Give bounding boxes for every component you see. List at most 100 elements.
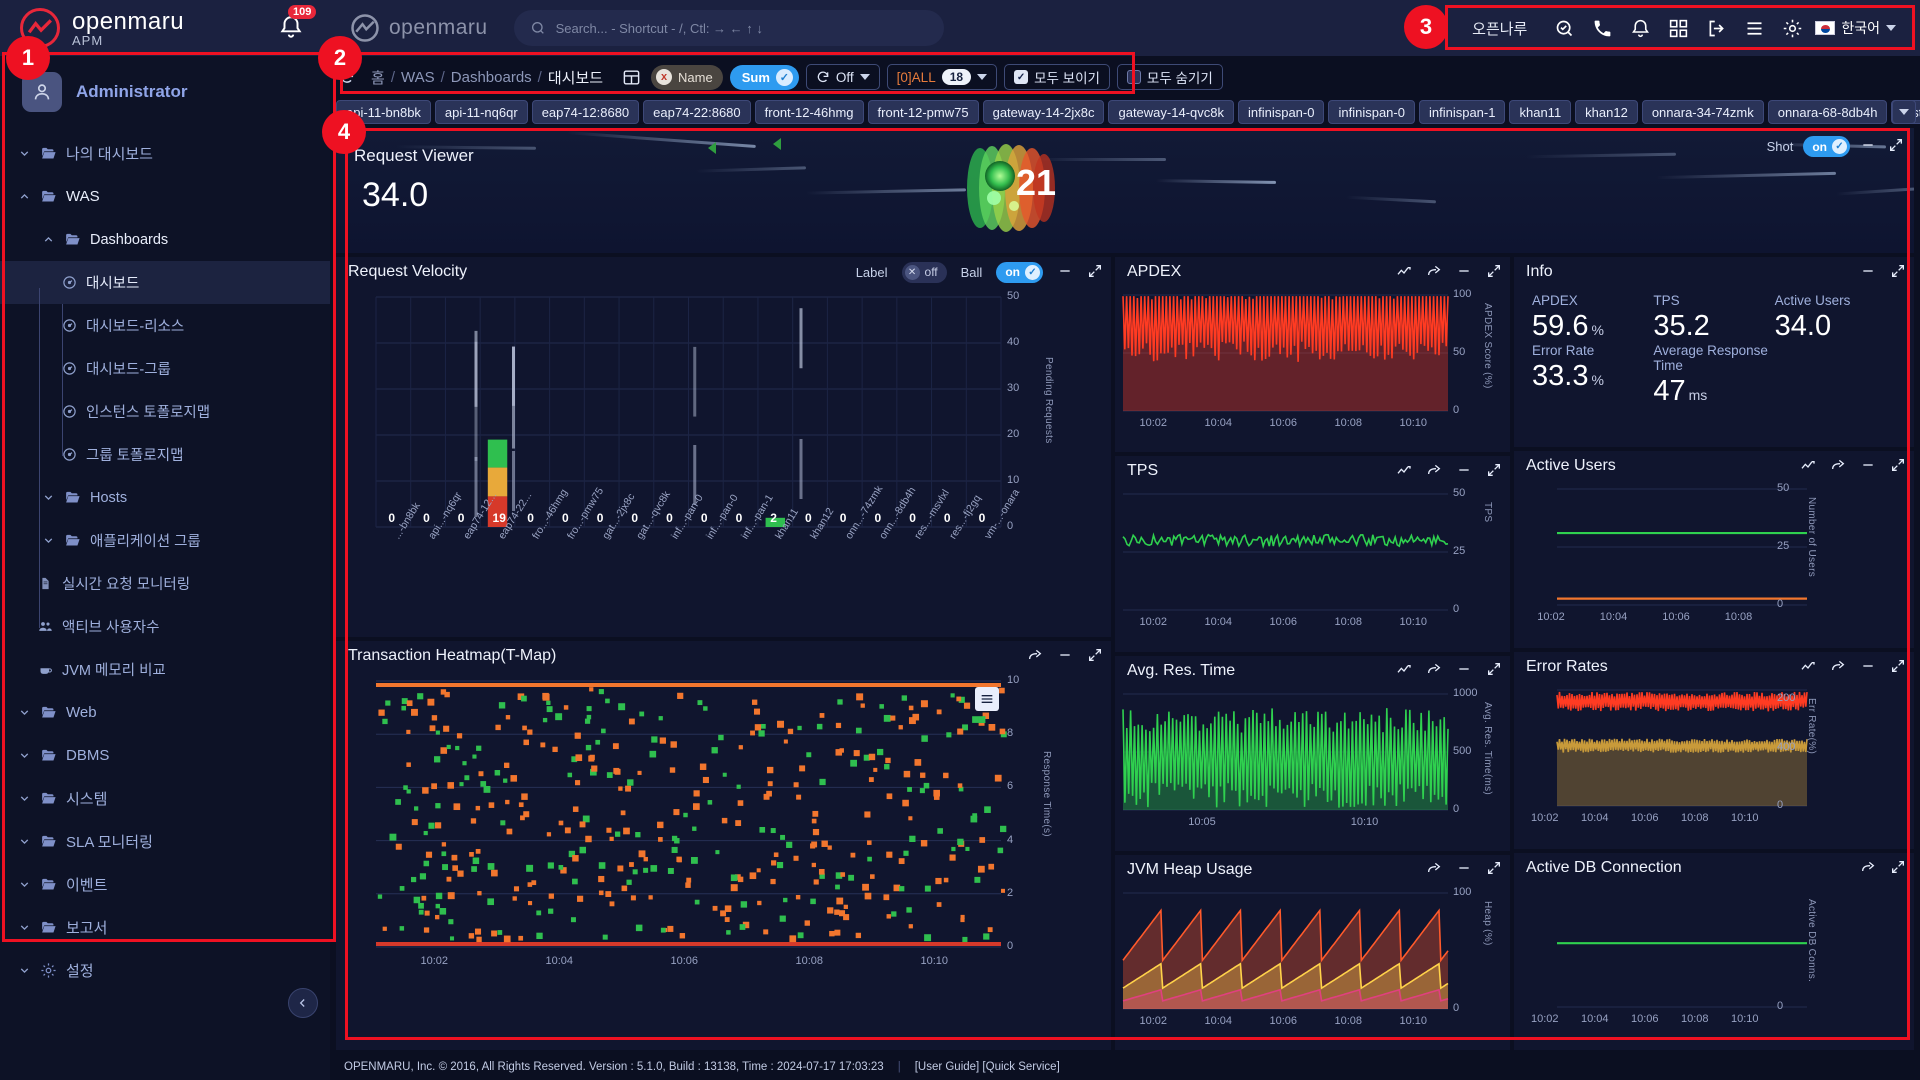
notification-bell[interactable]: 109: [278, 4, 317, 43]
sidebar-item-2[interactable]: Dashboards: [0, 218, 330, 261]
bell-icon[interactable]: [1621, 9, 1659, 47]
brand-block[interactable]: openmaru APM 109: [0, 4, 330, 48]
label-toggle[interactable]: ✕ off: [901, 261, 947, 283]
expand-icon[interactable]: [1486, 462, 1502, 481]
minimize-icon[interactable]: [1456, 462, 1472, 481]
instance-tab-5[interactable]: front-12-pmw75: [867, 100, 979, 124]
sidebar-item-4[interactable]: 대시보드-리소스: [0, 304, 330, 347]
grid-layout-icon[interactable]: [618, 65, 644, 89]
sum-toggle[interactable]: Sum ✓: [729, 64, 799, 90]
sidebar-item-16[interactable]: SLA 모니터링: [0, 820, 330, 863]
close-icon[interactable]: x: [656, 69, 673, 85]
instance-tab-1[interactable]: api-11-nq6qr: [434, 100, 528, 124]
expand-icon[interactable]: [1890, 859, 1906, 878]
expand-icon[interactable]: [1890, 263, 1906, 282]
instance-tab-13[interactable]: onnara-34-74zmk: [1641, 100, 1764, 124]
instance-filter-dropdown[interactable]: [0]ALL 18: [886, 64, 998, 90]
sidebar-item-11[interactable]: 액티브 사용자수: [0, 605, 330, 648]
instance-tab-7[interactable]: gateway-14-qvc8k: [1108, 100, 1234, 124]
minimize-icon[interactable]: [1860, 137, 1876, 156]
sidebar-item-8[interactable]: Hosts: [0, 476, 330, 519]
chart-type-icon[interactable]: [1396, 661, 1412, 680]
tab-overflow-button[interactable]: [1892, 100, 1916, 124]
breadcrumb-dashboards[interactable]: Dashboards: [450, 68, 532, 86]
sidebar-item-0[interactable]: 나의 대시보드: [0, 132, 330, 175]
instance-tab-11[interactable]: khan11: [1509, 100, 1572, 124]
instance-tab-8[interactable]: infinispan-0: [1237, 100, 1325, 124]
instance-tab-3[interactable]: eap74-22:8680: [643, 100, 751, 124]
header-user-label[interactable]: 오픈나루: [1472, 20, 1528, 38]
expand-icon[interactable]: [1486, 263, 1502, 282]
sidebar-item-18[interactable]: 보고서: [0, 906, 330, 949]
minimize-icon[interactable]: [1456, 860, 1472, 879]
sidebar-item-15[interactable]: 시스템: [0, 777, 330, 820]
instance-tab-4[interactable]: front-12-46hmg: [754, 100, 864, 124]
ball-toggle[interactable]: on ✓: [996, 261, 1043, 283]
minimize-icon[interactable]: [1057, 263, 1073, 282]
sidebar-user[interactable]: Administrator: [0, 60, 330, 126]
expand-icon[interactable]: [1087, 647, 1103, 666]
expand-icon[interactable]: [1890, 658, 1906, 677]
sidebar-item-10[interactable]: 실시간 요청 모니터링: [0, 562, 330, 605]
sidebar-item-19[interactable]: 설정: [0, 949, 330, 992]
instance-tab-6[interactable]: gateway-14-2jx8c: [982, 100, 1105, 124]
sidebar-item-7[interactable]: 그룹 토폴로지맵: [0, 433, 330, 476]
search-check-icon[interactable]: [1545, 9, 1583, 47]
apps-icon[interactable]: [1659, 9, 1697, 47]
instance-tab-12[interactable]: khan12: [1575, 100, 1638, 124]
expand-icon[interactable]: [1486, 860, 1502, 879]
breadcrumb-home[interactable]: 홈: [371, 69, 385, 87]
share-icon[interactable]: [1830, 457, 1846, 476]
chart-type-icon[interactable]: [1396, 263, 1412, 282]
info-metric-key: Active Users: [1774, 293, 1851, 308]
minimize-icon[interactable]: [1456, 661, 1472, 680]
phone-icon[interactable]: [1583, 9, 1621, 47]
sidebar-collapse-button[interactable]: [288, 988, 318, 1018]
share-icon[interactable]: [1426, 860, 1442, 879]
instance-tab-9[interactable]: infinispan-0: [1328, 100, 1415, 124]
instance-tab-14[interactable]: onnara-68-8db4h: [1767, 100, 1888, 124]
share-icon[interactable]: [1830, 658, 1846, 677]
breadcrumb-was[interactable]: WAS: [400, 68, 435, 86]
search-input[interactable]: Search... - Shortcut - /, Ctl: → ← ↑ ↓: [513, 10, 944, 46]
sidebar-item-6[interactable]: 인스턴스 토폴로지맵: [0, 390, 330, 433]
expand-icon[interactable]: [1890, 457, 1906, 476]
minimize-icon[interactable]: [1860, 457, 1876, 476]
share-icon[interactable]: [1860, 859, 1876, 878]
gear-icon[interactable]: [1773, 9, 1811, 47]
name-filter-chip[interactable]: x Name: [651, 64, 723, 90]
menu-icon[interactable]: [1735, 9, 1773, 47]
expand-icon[interactable]: [1888, 137, 1904, 156]
sidebar-item-14[interactable]: DBMS: [0, 734, 330, 777]
instance-tab-10[interactable]: infinispan-1: [1418, 100, 1506, 124]
chart-type-icon[interactable]: [1800, 457, 1816, 476]
instance-tab-2[interactable]: eap74-12:8680: [531, 100, 640, 124]
chart-type-icon[interactable]: [1800, 658, 1816, 677]
hide-all-button[interactable]: ✓ 모두 숨기기: [1116, 64, 1223, 90]
logout-icon[interactable]: [1697, 9, 1735, 47]
sidebar-item-12[interactable]: JVM 메모리 비교: [0, 648, 330, 691]
minimize-icon[interactable]: [1860, 658, 1876, 677]
sidebar-item-3[interactable]: 대시보드: [0, 261, 330, 304]
share-icon[interactable]: [1027, 647, 1043, 666]
sidebar-item-13[interactable]: Web: [0, 691, 330, 734]
auto-refresh-dropdown[interactable]: Off: [805, 64, 880, 90]
language-selector[interactable]: 한국어: [1811, 18, 1906, 38]
minimize-icon[interactable]: [1860, 263, 1876, 282]
sidebar-item-5[interactable]: 대시보드-그룹: [0, 347, 330, 390]
show-all-button[interactable]: ✓ 모두 보이기: [1004, 64, 1110, 90]
heatmap-legend-menu-icon[interactable]: [975, 687, 999, 711]
minimize-icon[interactable]: [1456, 263, 1472, 282]
share-icon[interactable]: [1426, 263, 1442, 282]
expand-icon[interactable]: [1486, 661, 1502, 680]
footer-links[interactable]: [User Guide] [Quick Service]: [914, 1061, 1060, 1073]
sidebar-item-17[interactable]: 이벤트: [0, 863, 330, 906]
share-icon[interactable]: [1426, 462, 1442, 481]
chart-type-icon[interactable]: [1396, 462, 1412, 481]
shot-toggle[interactable]: on ✓: [1803, 136, 1850, 157]
sidebar-item-1[interactable]: WAS: [0, 175, 330, 218]
expand-icon[interactable]: [1087, 263, 1103, 282]
sidebar-item-9[interactable]: 애플리케이션 그룹: [0, 519, 330, 562]
share-icon[interactable]: [1426, 661, 1442, 680]
minimize-icon[interactable]: [1057, 647, 1073, 666]
